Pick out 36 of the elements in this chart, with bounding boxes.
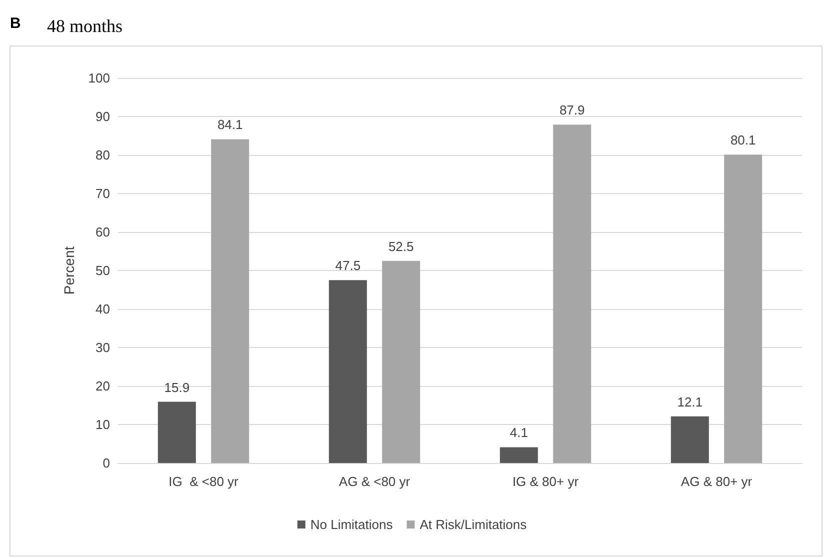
data-label: 87.9 [559,102,585,118]
x-tick-label: IG & 80+ yr [512,474,580,489]
x-tick-label: AG & <80 yr [338,474,411,489]
x-tick-label: IG & <80 yr [168,474,240,489]
bar [670,416,709,463]
x-tick-label: AG & 80+ yr [680,474,753,489]
y-tick-label: 70 [96,186,110,201]
data-label: 47.5 [335,258,361,274]
legend-label: No Limitations [310,517,394,532]
bar [724,154,762,463]
y-tick-label: 90 [96,109,110,124]
bar [500,447,538,463]
y-tick-label: 40 [96,302,110,316]
data-label: 84.1 [217,117,243,132]
data-label: 15.9 [164,380,190,395]
y-tick-label: 50 [96,263,110,278]
text: B [10,15,21,32]
data-label: 80.1 [730,132,756,148]
bar [328,280,367,463]
y-tick-label: 80 [96,148,110,162]
data-label: 12.1 [677,394,703,410]
y-tick-label: 100 [88,70,110,86]
y-tick-label: 10 [96,417,110,432]
y-tick-label: 60 [96,224,110,240]
data-label: 4.1 [510,425,528,440]
bar [211,139,250,463]
bar [158,402,196,463]
legend-label: At Risk/Limitations [420,517,528,532]
y-tick-label: 30 [96,340,110,355]
y-tick-label: 0 [102,456,110,470]
chart-title: 48 months [47,16,123,36]
y-tick-label: 20 [96,378,110,394]
bar [553,124,592,463]
data-label: 52.5 [388,238,414,254]
bar [382,260,420,463]
y-axis-title: Percent [61,246,77,295]
